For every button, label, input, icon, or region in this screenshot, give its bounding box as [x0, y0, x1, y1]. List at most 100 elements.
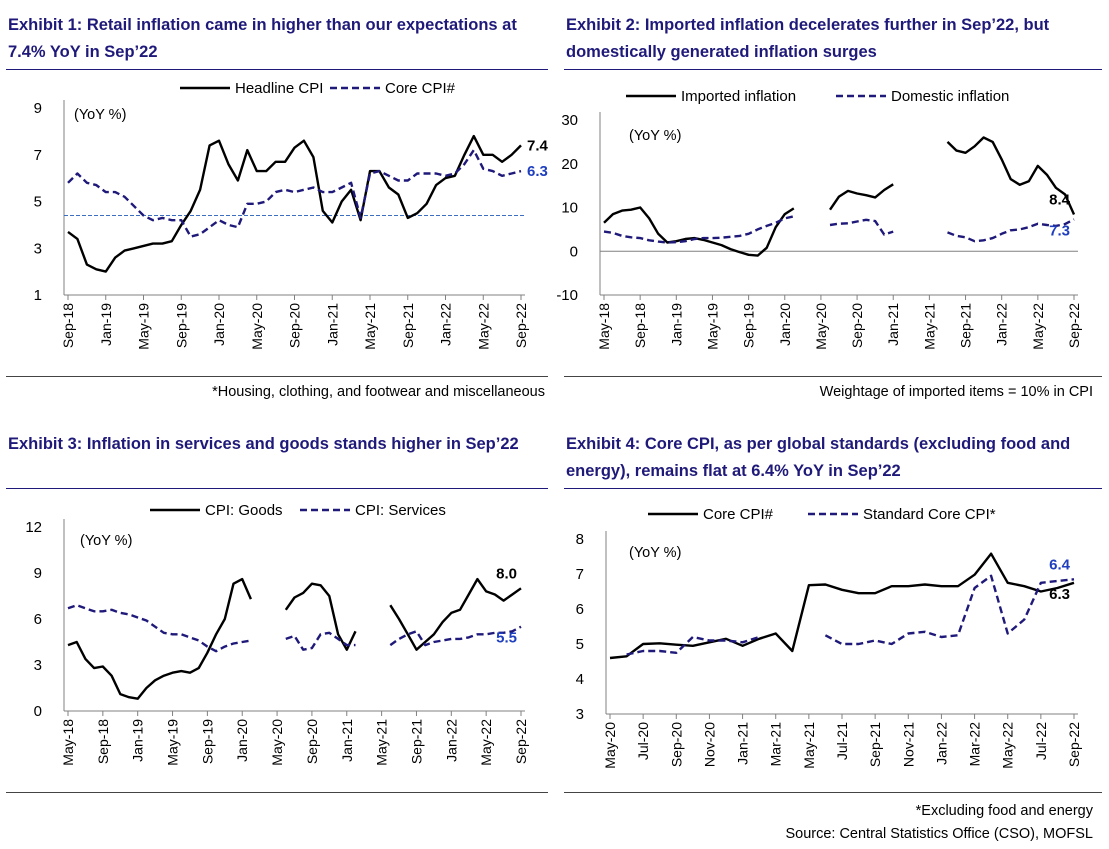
x-tick-label: Sep-20 — [668, 722, 684, 767]
x-tick-label: May-20 — [269, 719, 285, 766]
x-tick-label: May-22 — [1000, 722, 1016, 769]
y-tick-label: 5 — [34, 194, 42, 211]
exhibit-4-title-rule — [564, 488, 1102, 489]
exhibit-4-title: Exhibit 4: Core CPI, as per global stand… — [566, 435, 1071, 480]
exhibit-3-title-rule — [6, 488, 548, 489]
y-tick-label: 0 — [570, 243, 578, 260]
exhibit-2-title-rule — [564, 69, 1102, 70]
x-tick-label: Jan-21 — [324, 303, 340, 346]
series-line-solid — [603, 136, 1076, 257]
series-line-dashed — [67, 148, 522, 238]
unit-label: (YoY %) — [629, 545, 681, 561]
x-tick-label: Sep-19 — [741, 303, 757, 348]
x-tick-label: Jul-20 — [635, 722, 651, 760]
y-tick-label: 6 — [34, 611, 42, 628]
x-tick-label: Sep-21 — [958, 303, 974, 348]
legend-label: Domestic inflation — [891, 88, 1009, 105]
exhibit-2-bottom-rule — [564, 376, 1102, 377]
x-tick-label: Sep-21 — [408, 719, 424, 764]
x-tick-label: Sep-22 — [1066, 722, 1082, 767]
series-line-solid — [609, 552, 1075, 660]
exhibit-1-title: Exhibit 1: Retail inflation came in high… — [8, 16, 517, 61]
y-tick-label: 7 — [34, 147, 42, 164]
x-tick-label: Sep-21 — [867, 722, 883, 767]
exhibit-4-chart: 3 4 5 6 7 8 May-20 Jul-20 Sep-20 Nov-20 Jan-21 Mar-… — [576, 506, 1082, 769]
legend-label: CPI: Services — [355, 502, 446, 519]
exhibit-1-footnote: *Housing, clothing, and footwear and mis… — [212, 384, 545, 400]
y-tick-label: 9 — [34, 100, 42, 117]
legend-label: Headline CPI — [235, 80, 323, 97]
series-line-solid — [67, 134, 522, 273]
series-line-solid — [67, 577, 522, 700]
x-tick-label: Mar-21 — [768, 722, 784, 767]
series-line-dashed — [603, 215, 1075, 244]
x-tick-label: Jan-20 — [777, 303, 793, 346]
series-line-dashed — [626, 574, 1075, 656]
series-end-label: 6.4 — [1049, 556, 1071, 573]
legend-label: Imported inflation — [681, 88, 796, 105]
x-tick-label: Sep-20 — [304, 719, 320, 764]
x-tick-label: Jan-22 — [933, 722, 949, 765]
x-tick-label: Sep-19 — [173, 303, 189, 348]
series-line-dashed — [67, 604, 522, 653]
x-tick-label: Mar-22 — [967, 722, 983, 767]
y-tick-label: -10 — [556, 287, 578, 304]
y-tick-label: 12 — [25, 519, 42, 536]
x-tick-label: Jan-20 — [234, 719, 250, 762]
y-tick-label: 5 — [576, 636, 584, 653]
exhibit-2-chart: -10 0 10 20 30 May-18 Sep-18 Jan-19 May-19 Sep-19… — [556, 88, 1082, 350]
source-note: Source: Central Statistics Office (CSO),… — [785, 826, 1093, 842]
y-tick-label: 3 — [34, 240, 42, 257]
x-tick-label: Jul-22 — [1033, 722, 1049, 760]
x-tick-label: Sep-18 — [632, 303, 648, 348]
exhibit-1-chart: 1 3 5 7 9 Sep-18 Jan-19 May-19 Sep-19 Jan-20 May-2… — [34, 80, 549, 350]
x-tick-label: Sep-21 — [400, 303, 416, 348]
x-tick-label: May-20 — [813, 303, 829, 350]
legend-label: Core CPI# — [703, 506, 774, 523]
y-tick-label: 0 — [34, 703, 42, 720]
x-tick-label: May-22 — [1030, 303, 1046, 350]
unit-label: (YoY %) — [74, 107, 126, 123]
exhibit-3-chart: 0 3 6 9 12 May-18 Sep-18 Jan-19 May-19 Sep-19 Jan-… — [25, 502, 529, 766]
x-tick-label: Jan-21 — [339, 719, 355, 762]
x-tick-label: Jan-22 — [994, 303, 1010, 346]
x-tick-label: May-22 — [475, 303, 491, 350]
x-tick-label: Sep-18 — [60, 303, 76, 348]
series-end-label: 8.0 — [496, 565, 517, 582]
x-tick-label: May-18 — [596, 303, 612, 350]
series-end-label: 6.3 — [527, 163, 548, 180]
x-tick-label: Jul-21 — [834, 722, 850, 760]
x-tick-label: Jan-21 — [735, 722, 751, 765]
legend-label: CPI: Goods — [205, 502, 283, 519]
series-end-label: 7.3 — [1049, 222, 1070, 239]
x-tick-label: May-21 — [362, 303, 378, 350]
x-tick-label: May-21 — [374, 719, 390, 766]
x-tick-label: May-20 — [249, 303, 265, 350]
exhibit-4-footnote: *Excluding food and energy — [915, 803, 1093, 819]
y-tick-label: 3 — [34, 657, 42, 674]
y-tick-label: 7 — [576, 566, 584, 583]
series-end-label: 7.4 — [527, 137, 549, 154]
x-tick-label: Sep-20 — [287, 303, 303, 348]
x-tick-label: May-19 — [165, 719, 181, 766]
unit-label: (YoY %) — [80, 533, 132, 549]
x-tick-label: May-19 — [704, 303, 720, 350]
legend-label: Standard Core CPI* — [863, 506, 996, 523]
x-tick-label: Jan-19 — [668, 303, 684, 346]
x-tick-label: Sep-22 — [513, 303, 529, 348]
x-tick-label: Jan-22 — [438, 303, 454, 346]
exhibit-3-bottom-rule — [6, 792, 548, 793]
exhibit-4-bottom-rule — [564, 792, 1102, 793]
x-tick-label: Sep-18 — [95, 719, 111, 764]
x-tick-label: May-20 — [602, 722, 618, 769]
x-tick-label: Sep-22 — [513, 719, 529, 764]
y-tick-label: 8 — [576, 531, 584, 548]
x-tick-label: May-21 — [801, 722, 817, 769]
x-tick-label: May-18 — [60, 719, 76, 766]
exhibit-3-title: Exhibit 3: Inflation in services and goo… — [8, 435, 519, 453]
x-tick-label: Sep-22 — [1066, 303, 1082, 348]
x-tick-label: Sep-19 — [199, 719, 215, 764]
exhibit-2-title: Exhibit 2: Imported inflation decelerate… — [566, 16, 1050, 61]
exhibit-1-title-rule — [6, 69, 548, 70]
series-end-label: 5.5 — [496, 630, 517, 647]
